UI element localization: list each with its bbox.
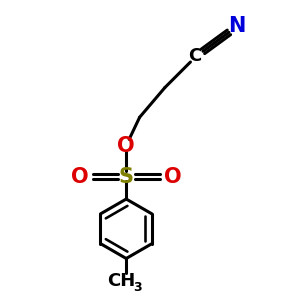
Text: O: O — [117, 136, 135, 155]
Text: O: O — [71, 167, 88, 187]
Text: S: S — [119, 167, 134, 187]
Text: 3: 3 — [133, 281, 142, 294]
Text: CH: CH — [107, 272, 135, 290]
Text: C: C — [188, 47, 201, 65]
Text: O: O — [164, 167, 182, 187]
Text: N: N — [228, 16, 246, 36]
